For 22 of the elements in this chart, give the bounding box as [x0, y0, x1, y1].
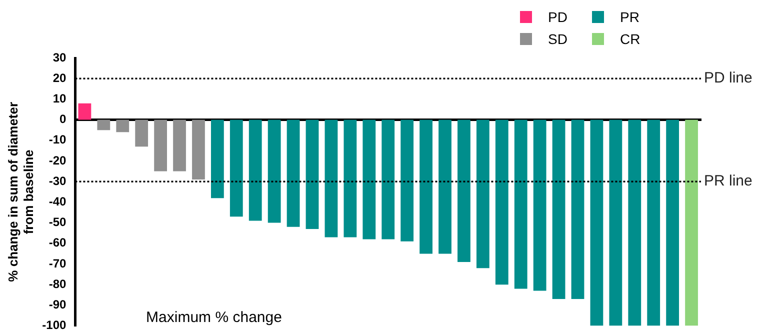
ref-line-label: PR line: [704, 172, 752, 190]
y-tick-label: 0: [60, 112, 67, 126]
y-tick-label: -80: [48, 276, 67, 291]
y-tick-label: -50: [48, 215, 67, 230]
legend-label: PR: [620, 9, 640, 25]
y-tick-label: -90: [48, 298, 67, 312]
y-tick-label: 10: [52, 92, 67, 106]
y-tick-label: -10: [48, 132, 67, 147]
y-tick-label: -30: [48, 174, 67, 188]
y-tick-label: -40: [48, 194, 67, 209]
y-tick-label: 20: [52, 70, 67, 85]
legend-label: SD: [548, 31, 568, 47]
y-tick-label: -60: [48, 236, 67, 250]
y-tick-label: -20: [48, 153, 67, 168]
legend-label: CR: [620, 31, 640, 47]
annotation: Maximum % change: [145, 308, 283, 328]
ref-line-label: PD line: [704, 70, 752, 87]
y-tick-label: -100: [42, 318, 67, 332]
y-tick-label: 30: [52, 50, 67, 64]
y-tick-label: -70: [48, 256, 67, 270]
legend-label: PD: [548, 9, 568, 25]
y-axis-title: % change in sum of diameter from baseline: [5, 102, 36, 282]
